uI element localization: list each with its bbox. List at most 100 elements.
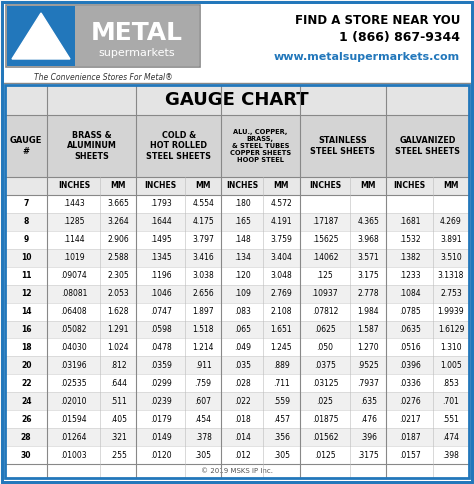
Text: .0625: .0625 (314, 325, 336, 334)
Text: .1495: .1495 (150, 235, 172, 244)
Text: .05082: .05082 (61, 325, 87, 334)
Text: STAINLESS
STEEL SHEETS: STAINLESS STEEL SHEETS (310, 136, 375, 156)
Text: 1.214: 1.214 (192, 343, 214, 352)
Text: .1019: .1019 (63, 253, 85, 262)
Text: 3.797: 3.797 (192, 235, 214, 244)
Bar (5, 85, 469, 478)
Text: 1.587: 1.587 (357, 325, 379, 334)
Text: INCHES: INCHES (309, 182, 341, 191)
Text: GALVANIZED
STEEL SHEETS: GALVANIZED STEEL SHEETS (395, 136, 460, 156)
Text: 30: 30 (21, 451, 31, 459)
Text: 3.048: 3.048 (271, 271, 292, 280)
Text: 3.510: 3.510 (440, 253, 462, 262)
Text: .711: .711 (273, 379, 290, 388)
Text: 2.108: 2.108 (271, 307, 292, 316)
Text: .0179: .0179 (150, 415, 172, 424)
Text: .180: .180 (234, 199, 251, 209)
Text: .321: .321 (110, 433, 127, 441)
Text: 1 (866) 867-9344: 1 (866) 867-9344 (339, 31, 460, 45)
Text: 18: 18 (21, 343, 31, 352)
Text: .08081: .08081 (61, 289, 87, 298)
Text: .0157: .0157 (399, 451, 420, 459)
Text: .1233: .1233 (399, 271, 420, 280)
Text: .559: .559 (273, 397, 290, 406)
Text: INCHES: INCHES (58, 182, 90, 191)
Bar (5, 177, 469, 195)
Bar (5, 195, 469, 213)
Text: .035: .035 (234, 361, 251, 370)
Text: METAL: METAL (91, 21, 183, 45)
Text: .1144: .1144 (63, 235, 85, 244)
Text: 4.269: 4.269 (440, 217, 462, 227)
Text: .03125: .03125 (312, 379, 338, 388)
Text: 1.024: 1.024 (108, 343, 129, 352)
Text: .0276: .0276 (399, 397, 420, 406)
Text: .0187: .0187 (399, 433, 420, 441)
Text: .398: .398 (443, 451, 459, 459)
Text: .17187: .17187 (312, 217, 338, 227)
Text: 3.175: 3.175 (357, 271, 379, 280)
Bar (5, 374, 469, 392)
Text: 14: 14 (21, 307, 31, 316)
Bar (5, 320, 469, 338)
Text: .0785: .0785 (399, 307, 420, 316)
Bar (5, 410, 469, 428)
Text: .065: .065 (234, 325, 251, 334)
Text: .457: .457 (273, 415, 290, 424)
Text: 8: 8 (24, 217, 29, 227)
Text: 24: 24 (21, 397, 31, 406)
Text: 3.038: 3.038 (192, 271, 214, 280)
Text: .378: .378 (195, 433, 211, 441)
Text: .1681: .1681 (399, 217, 420, 227)
Text: .0375: .0375 (314, 361, 336, 370)
Text: .02535: .02535 (61, 379, 87, 388)
Text: INCHES: INCHES (393, 182, 426, 191)
Text: .0396: .0396 (399, 361, 420, 370)
Text: .014: .014 (234, 433, 251, 441)
Text: .405: .405 (110, 415, 127, 424)
Text: MM: MM (443, 182, 459, 191)
Text: .0239: .0239 (150, 397, 172, 406)
Text: .1644: .1644 (150, 217, 172, 227)
Text: 4.175: 4.175 (192, 217, 214, 227)
Text: 3.416: 3.416 (192, 253, 214, 262)
Text: .083: .083 (234, 307, 251, 316)
Text: .0299: .0299 (150, 379, 172, 388)
Text: 1.245: 1.245 (271, 343, 292, 352)
Text: .551: .551 (443, 415, 459, 424)
Text: .01003: .01003 (61, 451, 87, 459)
Text: .050: .050 (317, 343, 333, 352)
Text: .635: .635 (360, 397, 377, 406)
Text: .134: .134 (234, 253, 251, 262)
Bar (5, 428, 469, 446)
Text: .0747: .0747 (150, 307, 172, 316)
Text: 7: 7 (24, 199, 29, 209)
Text: .0359: .0359 (150, 361, 172, 370)
Text: .511: .511 (110, 397, 127, 406)
Text: 11: 11 (21, 271, 31, 280)
Bar (5, 249, 469, 267)
Text: .701: .701 (443, 397, 459, 406)
Text: MM: MM (361, 182, 376, 191)
Text: .759: .759 (195, 379, 211, 388)
Text: 1.005: 1.005 (440, 361, 462, 370)
Text: 2.778: 2.778 (357, 289, 379, 298)
Text: .356: .356 (273, 433, 290, 441)
Text: .1084: .1084 (399, 289, 420, 298)
Text: COLD &
HOT ROLLED
STEEL SHEETS: COLD & HOT ROLLED STEEL SHEETS (146, 131, 211, 161)
Text: .474: .474 (443, 433, 459, 441)
Text: .911: .911 (195, 361, 211, 370)
Text: 1.270: 1.270 (357, 343, 379, 352)
Text: .02010: .02010 (61, 397, 87, 406)
Text: 3.404: 3.404 (271, 253, 292, 262)
Text: .9525: .9525 (357, 361, 379, 370)
Bar (5, 302, 469, 320)
Text: 2.588: 2.588 (108, 253, 129, 262)
Text: 2.769: 2.769 (271, 289, 292, 298)
Text: GAUGE
#: GAUGE # (10, 136, 42, 156)
Text: 1.628: 1.628 (108, 307, 129, 316)
Text: 3.571: 3.571 (357, 253, 379, 262)
Text: 1.984: 1.984 (357, 307, 379, 316)
Text: 3.1318: 3.1318 (438, 271, 464, 280)
Text: .0120: .0120 (150, 451, 172, 459)
